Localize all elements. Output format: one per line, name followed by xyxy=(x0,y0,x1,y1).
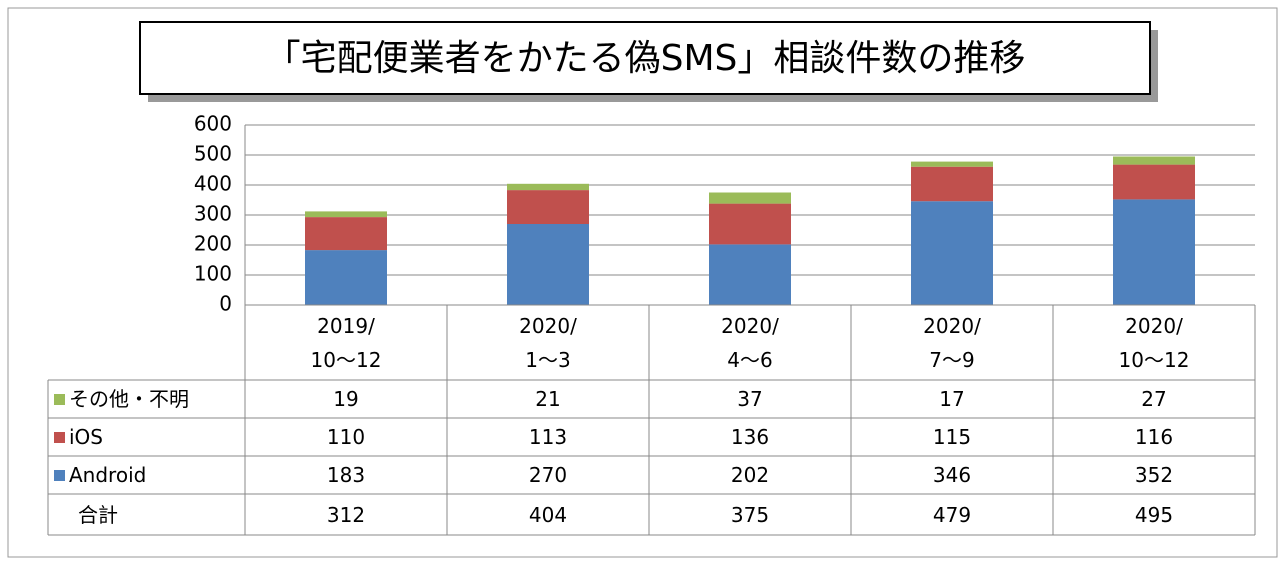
table-value: 183 xyxy=(326,463,366,487)
title-box xyxy=(139,21,1151,95)
x-tick-label: 2020/ 1～3 xyxy=(519,313,577,372)
legend-key xyxy=(54,469,65,481)
table-value: 21 xyxy=(535,387,561,411)
y-tick-label: 500 xyxy=(194,142,232,166)
legend-key xyxy=(54,393,65,405)
bar-segment xyxy=(709,192,791,204)
table-value: 113 xyxy=(528,425,568,449)
table-value: 110 xyxy=(326,425,366,449)
y-tick-label: 0 xyxy=(219,292,232,316)
legend-label: その他・不明 xyxy=(69,387,189,411)
bar-segment xyxy=(1113,199,1195,305)
bar-segment xyxy=(1113,164,1195,200)
legend-entry: その他・不明 xyxy=(48,380,245,418)
table-value: 19 xyxy=(333,387,359,411)
y-tick-label: 400 xyxy=(194,172,232,196)
bar-segment xyxy=(305,250,387,305)
legend-key xyxy=(54,431,65,443)
bar-segment xyxy=(709,244,791,305)
table-total: 312 xyxy=(326,502,366,527)
y-tick-label: 600 xyxy=(194,112,232,136)
bar-segment xyxy=(1113,156,1195,165)
bar-segment xyxy=(911,201,993,305)
bar-segment xyxy=(305,217,387,251)
table-total: 479 xyxy=(932,502,972,527)
bar-segment xyxy=(709,203,791,245)
table-value: 270 xyxy=(528,463,568,487)
x-tick-label: 2020/ 7～9 xyxy=(923,313,981,372)
total-label: 合計 xyxy=(78,502,118,527)
table-value: 27 xyxy=(1141,387,1167,411)
table-value: 136 xyxy=(730,425,770,449)
legend-entry: iOS xyxy=(48,418,245,456)
table-total: 495 xyxy=(1134,502,1174,527)
table-value: 202 xyxy=(730,463,770,487)
table-value: 346 xyxy=(932,463,972,487)
bar-segment xyxy=(911,161,993,167)
legend-entry: Android xyxy=(48,456,245,494)
legend-label: Android xyxy=(69,463,147,487)
table-value: 115 xyxy=(932,425,972,449)
bar-segment xyxy=(507,190,589,224)
legend-label: iOS xyxy=(69,425,103,449)
y-tick-label: 200 xyxy=(194,232,232,256)
table-total: 404 xyxy=(528,502,568,527)
y-tick-label: 100 xyxy=(194,262,232,286)
bar-segment xyxy=(507,224,589,305)
table-value: 116 xyxy=(1134,425,1174,449)
chart-title: 「宅配便業者をかたる偽SMS」相談件数の推移 xyxy=(265,38,1026,79)
x-tick-label: 2020/ 4～6 xyxy=(721,313,779,372)
table-value: 37 xyxy=(737,387,763,411)
y-tick-label: 300 xyxy=(194,202,232,226)
bar-segment xyxy=(305,211,387,218)
table-value: 352 xyxy=(1134,463,1174,487)
bar-segment xyxy=(507,183,589,191)
table-total: 375 xyxy=(730,502,770,527)
x-tick-label: 2020/ 10～12 xyxy=(1118,313,1190,372)
table-value: 17 xyxy=(939,387,965,411)
bar-segment xyxy=(911,166,993,202)
x-tick-label: 2019/ 10～12 xyxy=(310,313,382,372)
